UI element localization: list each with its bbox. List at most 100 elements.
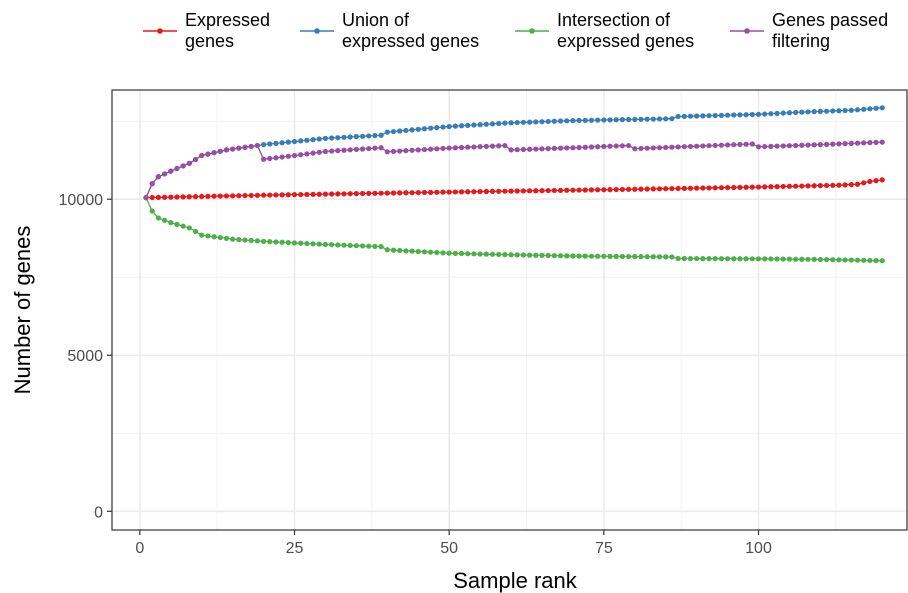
data-point: [366, 145, 372, 152]
data-point: [601, 253, 607, 259]
data-point: [873, 139, 879, 145]
data-point: [353, 134, 359, 140]
data-point: [737, 184, 743, 190]
data-point: [248, 237, 254, 244]
legend-key-point: [529, 28, 535, 34]
data-point: [675, 144, 681, 150]
data-point: [520, 188, 527, 194]
data-point: [446, 145, 452, 151]
data-point: [217, 148, 223, 154]
data-point: [780, 183, 786, 190]
data-point: [830, 182, 836, 188]
data-point: [656, 145, 663, 151]
data-point: [817, 142, 823, 148]
data-point: [694, 255, 700, 262]
data-point: [223, 193, 230, 199]
data-point: [706, 256, 712, 262]
data-point: [254, 142, 260, 149]
data-point: [496, 251, 502, 258]
data-point: [415, 189, 421, 196]
data-point: [811, 142, 817, 148]
data-point: [161, 217, 168, 223]
data-point: [675, 255, 681, 262]
data-point: [731, 256, 737, 262]
data-point: [626, 253, 632, 260]
data-point: [520, 119, 527, 125]
legend-label: Genes passed filtering: [772, 10, 888, 51]
y-tick-label: 5000: [67, 348, 103, 365]
data-point: [353, 191, 359, 197]
data-point: [260, 238, 267, 244]
data-point: [595, 253, 601, 259]
data-point: [836, 141, 842, 147]
data-point: [638, 186, 644, 192]
data-point: [854, 140, 861, 146]
data-point: [310, 191, 316, 197]
data-point: [588, 144, 595, 150]
data-point: [174, 221, 180, 227]
series-3: [143, 195, 885, 264]
data-point: [477, 251, 483, 257]
data-point: [780, 110, 786, 116]
data-point: [304, 151, 310, 157]
data-point: [749, 256, 755, 262]
data-point: [452, 250, 458, 256]
data-point: [322, 241, 329, 248]
data-point: [588, 117, 595, 123]
data-point: [205, 151, 211, 157]
data-point: [192, 194, 199, 200]
data-point: [390, 128, 397, 135]
data-point: [168, 168, 174, 174]
data-point: [533, 119, 539, 125]
data-point: [458, 189, 465, 195]
data-point: [749, 184, 755, 190]
data-point: [799, 142, 805, 148]
legend-label: Union of expressed genes: [342, 10, 479, 51]
data-point: [211, 234, 217, 240]
data-point: [638, 254, 644, 260]
data-point: [242, 192, 248, 199]
data-point: [706, 143, 712, 149]
data-point: [687, 185, 694, 191]
x-axis: 0 25 50 75 100: [135, 530, 772, 557]
data-point: [254, 192, 260, 198]
legend: Expressed genes Union of expressed genes Int…: [143, 10, 888, 51]
data-point: [341, 242, 347, 248]
data-point: [557, 118, 564, 124]
data-point: [359, 243, 366, 249]
data-point: [403, 148, 409, 154]
data-point: [267, 239, 273, 245]
data-point: [595, 117, 601, 123]
data-point: [502, 142, 508, 149]
data-point: [496, 143, 502, 149]
data-point: [632, 254, 638, 260]
data-point: [656, 254, 663, 260]
data-point: [465, 251, 471, 257]
data-point: [192, 228, 199, 235]
data-point: [848, 181, 854, 188]
data-point: [737, 141, 743, 148]
data-point: [273, 140, 279, 146]
data-point: [588, 253, 595, 259]
data-point: [440, 145, 446, 152]
data-point: [570, 253, 576, 259]
data-point: [681, 185, 687, 191]
data-point: [217, 193, 223, 199]
data-point: [180, 163, 186, 169]
data-point: [867, 106, 873, 112]
data-point: [786, 256, 793, 262]
data-point: [310, 137, 316, 143]
data-point: [867, 257, 873, 264]
data-point: [576, 253, 582, 259]
data-point: [755, 144, 762, 150]
data-point: [298, 152, 304, 158]
data-point: [811, 109, 817, 115]
data-point: [564, 118, 570, 124]
data-point: [644, 254, 650, 260]
data-point: [811, 183, 817, 189]
data-point: [279, 239, 285, 245]
data-point: [793, 109, 799, 116]
data-point: [743, 112, 749, 118]
data-point: [861, 140, 867, 146]
